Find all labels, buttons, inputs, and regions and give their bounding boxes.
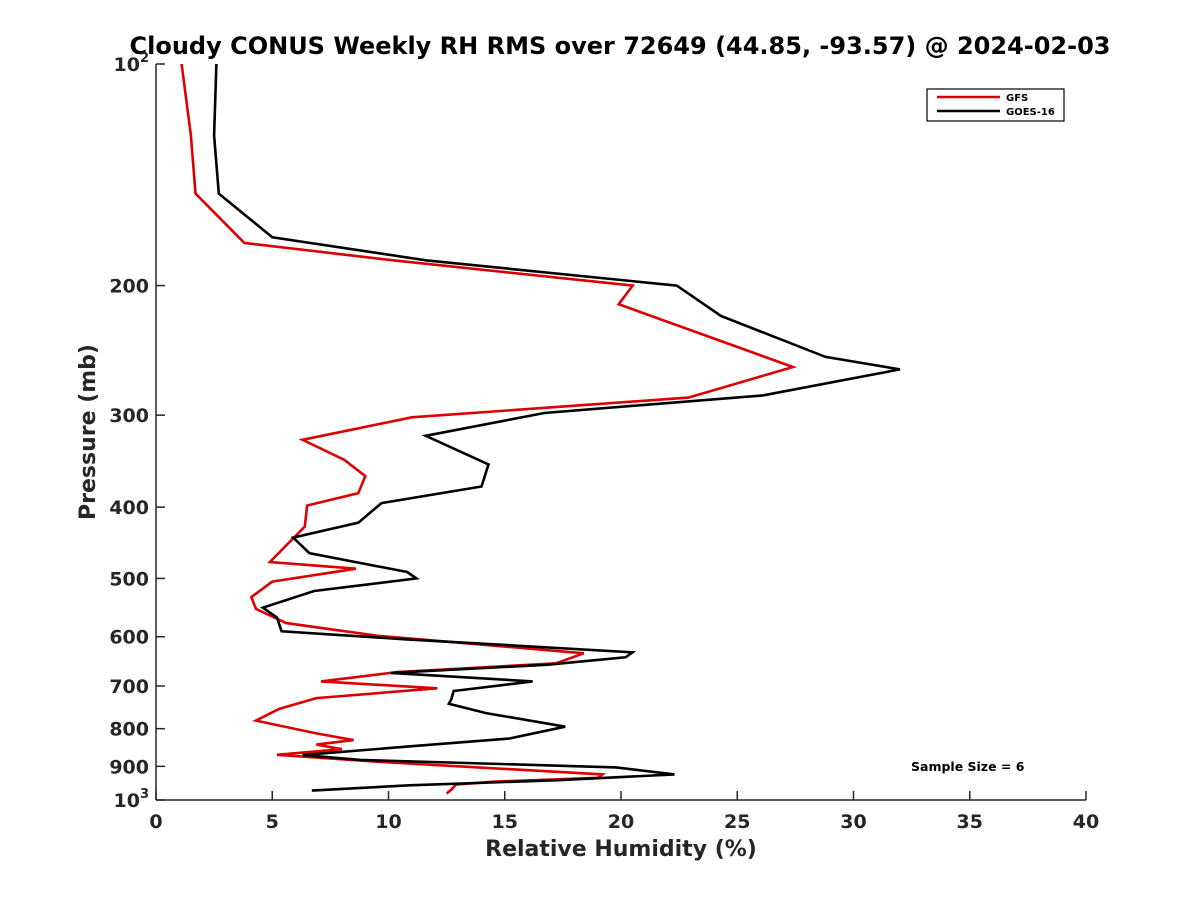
- legend-box: [926, 88, 1065, 122]
- legend-label-goes16: GOES-16: [1006, 107, 1055, 118]
- x-tick-label: 20: [608, 811, 634, 833]
- series-line-goes16: [212, 63, 901, 792]
- y-tick-label: 900: [109, 756, 149, 778]
- x-tick-label: 40: [1073, 811, 1099, 833]
- chart-title: Cloudy CONUS Weekly RH RMS over 72649 (4…: [130, 32, 1111, 60]
- y-tick-label: 700: [109, 676, 149, 698]
- x-tick-label: 5: [266, 811, 279, 833]
- series-layer: [180, 63, 901, 795]
- x-tick-label: 35: [957, 811, 983, 833]
- x-tick-label: 25: [724, 811, 750, 833]
- y-axis-label: Pressure (mb): [76, 344, 101, 520]
- y-tick-label: 500: [109, 568, 149, 590]
- y-tick-label: 600: [109, 627, 149, 649]
- x-tick-label: 10: [375, 811, 401, 833]
- x-tick-label: 15: [492, 811, 518, 833]
- sample-size-annotation: Sample Size = 6: [911, 759, 1025, 774]
- y-tick-label: 400: [109, 497, 149, 519]
- y-tick-label: 800: [109, 719, 149, 741]
- x-axis-ticks: 0 5 10 15 20 25 30 35 40: [149, 791, 1099, 833]
- x-axis-label: Relative Humidity (%): [485, 837, 757, 862]
- legend: GFS GOES-16: [926, 88, 1065, 122]
- y-tick-label: 300: [109, 405, 149, 427]
- y-tick-label: 200: [109, 276, 149, 298]
- series-line-gfs: [180, 63, 798, 795]
- x-tick-label: 0: [149, 811, 162, 833]
- x-tick-label: 30: [840, 811, 866, 833]
- legend-label-gfs: GFS: [1006, 93, 1028, 104]
